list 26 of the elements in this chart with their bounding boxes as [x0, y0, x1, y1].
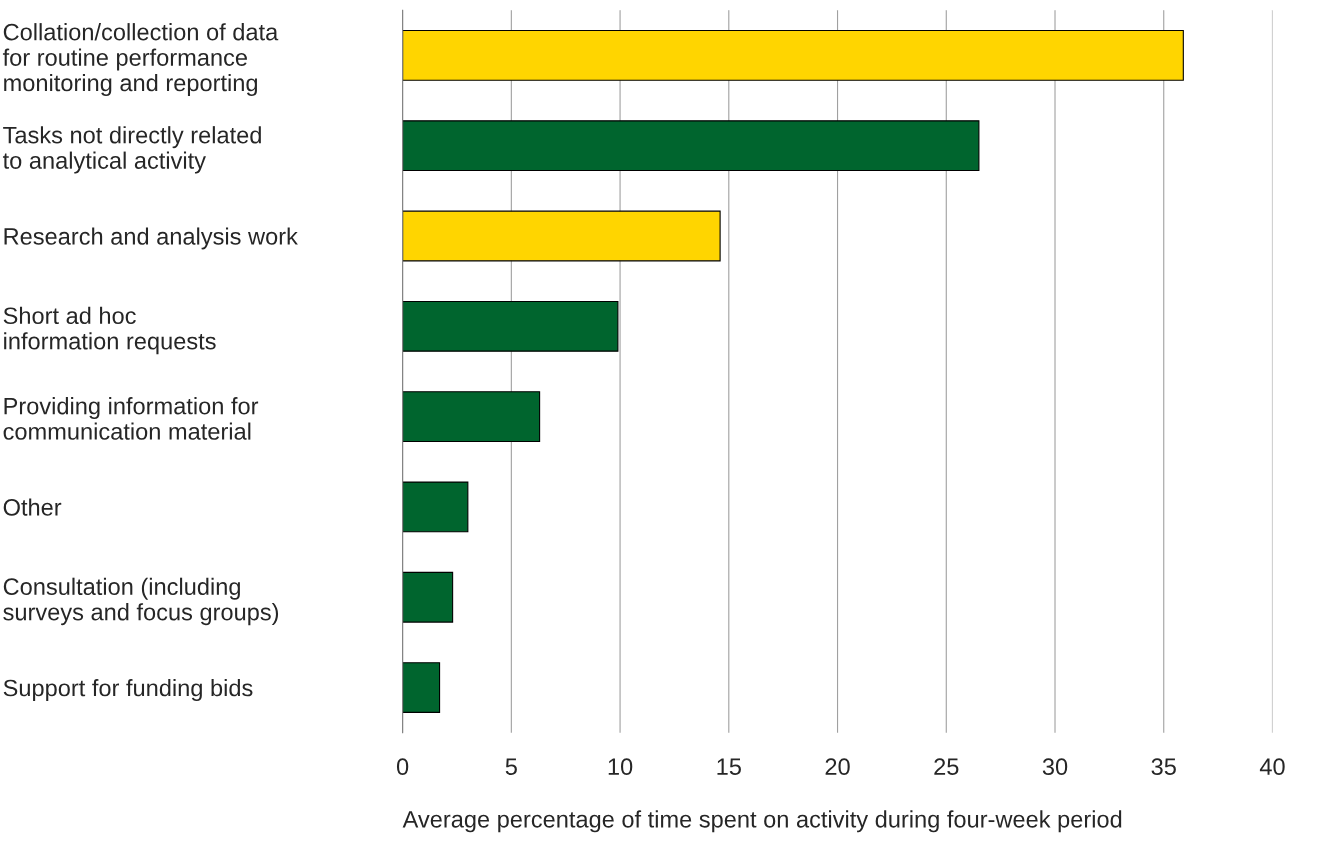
bar: [402, 120, 980, 172]
x-tick-label: 40: [1259, 758, 1285, 776]
x-axis-title: Average percentage of time spent on activity during four-week period: [402, 810, 1122, 833]
x-tick-label: 15: [717, 758, 741, 776]
bar: [402, 300, 619, 352]
y-tick-label: Other: [3, 498, 62, 516]
x-tick-label: 5: [505, 758, 517, 776]
bar: [402, 391, 541, 443]
bar: [402, 210, 721, 262]
x-tick-label: 10: [608, 758, 633, 776]
y-tick-label: Tasks not directly related to analytical activity: [2, 126, 261, 174]
y-tick-label: Support for funding bids: [3, 679, 253, 702]
x-tick-label: 35: [1151, 758, 1176, 776]
bar: [402, 571, 454, 623]
y-tick-label: Collation/collection of data for routine performance monitoring and reporting: [2, 23, 279, 96]
bar: [402, 481, 469, 533]
x-tick-label: 20: [825, 758, 850, 776]
x-tick-label: 0: [396, 758, 409, 776]
y-tick-label: Short ad hoc information requests: [3, 306, 216, 355]
x-tick-label: 30: [1042, 758, 1068, 776]
y-tick-label: Consultation (including surveys and focus groups): [3, 577, 279, 626]
bar: [402, 662, 441, 713]
y-tick-label: Research and analysis work: [4, 227, 298, 250]
y-tick-label: Providing information for communication material: [3, 397, 259, 440]
bar: [402, 29, 1184, 81]
x-tick-label: 25: [934, 758, 959, 776]
